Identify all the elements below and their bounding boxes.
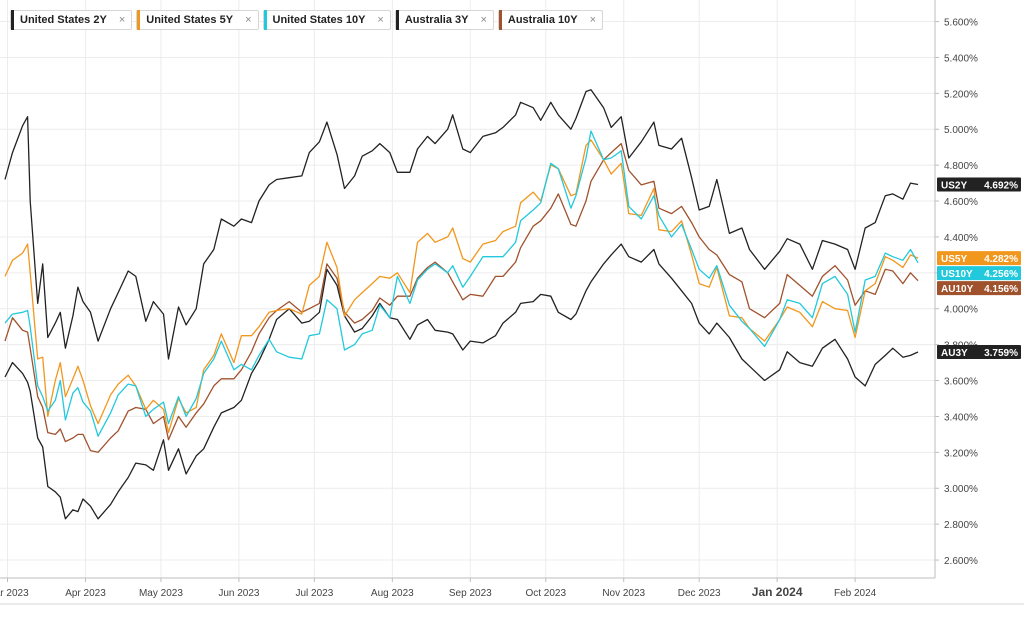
legend-item-us10y[interactable]: United States 10Y × — [262, 10, 391, 30]
y-tick-label: 5.000% — [944, 125, 978, 136]
y-tick-label: 5.600% — [944, 18, 978, 29]
end-label-code-us5y: US5Y — [941, 254, 967, 265]
close-icon[interactable]: × — [480, 14, 487, 26]
series-line-us10y[interactable] — [4, 130, 919, 437]
y-tick-label: 4.000% — [944, 305, 978, 316]
legend-label: United States 2Y — [20, 14, 107, 26]
y-tick-label: 4.600% — [944, 197, 978, 208]
end-label-value-au3y: 3.759% — [984, 348, 1018, 359]
end-label-value-au10y: 4.156% — [984, 284, 1018, 295]
end-label-badge-us5y — [937, 251, 1021, 266]
y-tick-label: 3.600% — [944, 377, 978, 388]
legend-item-au3y[interactable]: Australia 3Y × — [394, 10, 494, 30]
x-tick-label: Jun 2023 — [218, 588, 260, 599]
y-tick-label: 2.800% — [944, 520, 978, 531]
y-tick-label: 4.400% — [944, 233, 978, 244]
end-label-badge-us10y — [937, 266, 1021, 281]
end-label-value-us10y: 4.256% — [984, 269, 1018, 280]
series-line-us5y[interactable] — [4, 139, 919, 434]
x-tick-label: Nov 2023 — [602, 588, 645, 599]
end-label-code-au10y: AU10Y — [941, 284, 974, 295]
legend-item-au10y[interactable]: Australia 10Y × — [497, 10, 604, 30]
series-line-us2y[interactable] — [4, 89, 919, 360]
x-tick-label: Mar 2023 — [0, 588, 29, 599]
legend-item-us2y[interactable]: United States 2Y × — [10, 10, 133, 30]
x-tick-label: Jul 2023 — [295, 588, 333, 599]
legend-label: United States 5Y — [146, 14, 234, 26]
legend-swatch-au10y — [498, 10, 502, 30]
series-line-au3y[interactable] — [4, 243, 919, 520]
close-icon[interactable]: × — [377, 14, 384, 26]
end-label-value-us2y: 4.692% — [984, 181, 1018, 192]
legend-label: Australia 3Y — [404, 14, 469, 26]
x-tick-label: Oct 2023 — [525, 588, 566, 599]
x-tick-label: May 2023 — [139, 588, 183, 599]
close-icon[interactable]: × — [245, 14, 252, 26]
end-label-code-us10y: US10Y — [941, 269, 973, 280]
close-icon[interactable]: × — [589, 14, 597, 26]
legend-item-us5y[interactable]: United States 5Y × — [136, 10, 259, 30]
legend-swatch-au3y — [395, 10, 399, 30]
x-tick-label: Sep 2023 — [449, 588, 492, 599]
end-label-badge-us2y — [937, 177, 1021, 192]
series-line-au10y[interactable] — [4, 142, 919, 453]
legend-swatch-us2y — [11, 10, 14, 30]
y-tick-label: 3.400% — [944, 412, 978, 423]
y-tick-label: 3.000% — [944, 484, 978, 495]
y-tick-label: 5.400% — [944, 53, 978, 64]
end-label-badge-au10y — [937, 281, 1021, 296]
x-tick-label: Feb 2024 — [834, 588, 877, 599]
y-tick-label: 3.200% — [944, 448, 978, 459]
end-label-value-us5y: 4.282% — [984, 254, 1018, 265]
x-tick-label: Aug 2023 — [371, 588, 414, 599]
y-tick-label: 4.800% — [944, 161, 978, 172]
x-tick-label: Jan 2024 — [752, 585, 803, 599]
legend-label: United States 10Y — [272, 14, 366, 26]
end-label-badge-au3y — [937, 345, 1021, 360]
legend-label: Australia 10Y — [507, 14, 578, 26]
end-label-code-us2y: US2Y — [941, 181, 967, 192]
legend-swatch-us10y — [263, 10, 267, 30]
close-icon[interactable]: × — [118, 14, 126, 26]
end-label-code-au3y: AU3Y — [941, 348, 968, 359]
legend: United States 2Y × United States 5Y × Un… — [10, 10, 604, 30]
x-tick-label: Apr 2023 — [65, 588, 106, 599]
legend-swatch-us5y — [137, 10, 141, 30]
x-tick-label: Dec 2023 — [678, 588, 721, 599]
y-tick-label: 5.200% — [944, 89, 978, 100]
y-tick-label: 2.600% — [944, 556, 978, 567]
